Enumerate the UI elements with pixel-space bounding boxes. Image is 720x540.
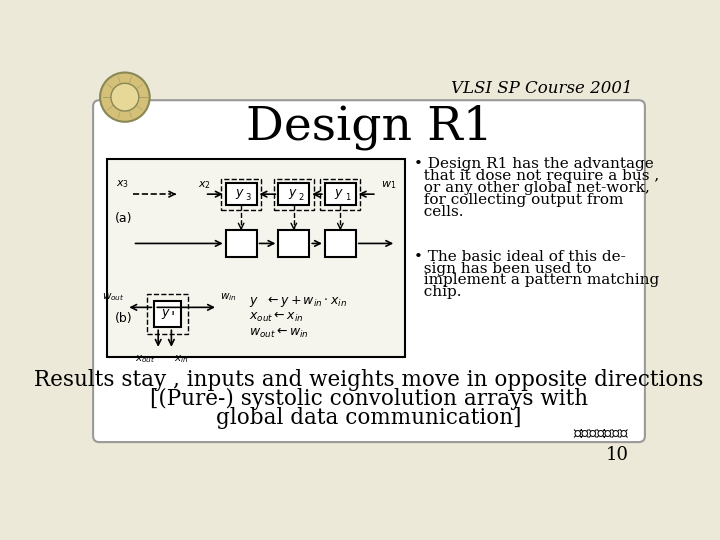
- Text: $x_{out} \leftarrow x_{in}$: $x_{out} \leftarrow x_{in}$: [249, 310, 303, 325]
- Bar: [274, 179, 314, 210]
- Bar: [221, 179, 261, 210]
- Text: global data communication]: global data communication]: [216, 408, 522, 429]
- Text: Results stay , inputs and weights move in opposite directions: Results stay , inputs and weights move i…: [35, 369, 703, 391]
- Text: sign has been used to: sign has been used to: [414, 261, 591, 275]
- Text: 10: 10: [606, 446, 629, 464]
- Circle shape: [100, 72, 150, 122]
- Text: cells.: cells.: [414, 205, 464, 219]
- Text: 3: 3: [246, 193, 251, 202]
- Text: chip.: chip.: [414, 286, 462, 299]
- Text: that it dose not require a bus ,: that it dose not require a bus ,: [414, 169, 660, 183]
- Bar: [320, 179, 361, 210]
- Text: • Design R1 has the advantage: • Design R1 has the advantage: [414, 157, 654, 171]
- Text: or any other global net-work,: or any other global net-work,: [414, 181, 650, 195]
- Text: $w_{in}$: $w_{in}$: [220, 291, 237, 303]
- Text: ': ': [170, 310, 174, 326]
- Bar: [225, 231, 256, 256]
- Text: (a): (a): [114, 212, 132, 225]
- FancyBboxPatch shape: [93, 100, 645, 442]
- Text: $x_{out}$: $x_{out}$: [135, 353, 156, 364]
- Text: 1: 1: [345, 193, 350, 202]
- Text: (b): (b): [114, 313, 132, 326]
- Text: $w_{out} \leftarrow w_{in}$: $w_{out} \leftarrow w_{in}$: [249, 326, 309, 340]
- Text: y: y: [235, 186, 243, 199]
- Text: $w_1$: $w_1$: [381, 179, 396, 191]
- Text: y: y: [288, 186, 295, 199]
- Text: implement a pattern matching: implement a pattern matching: [414, 273, 660, 287]
- Bar: [225, 184, 256, 205]
- Text: VLSI SP Course 2001: VLSI SP Course 2001: [451, 80, 632, 97]
- Bar: [148, 294, 188, 334]
- Text: $y\ \ \leftarrow y + w_{in} \cdot x_{in}$: $y\ \ \leftarrow y + w_{in} \cdot x_{in}…: [249, 294, 347, 309]
- Text: 2: 2: [298, 193, 303, 202]
- Bar: [154, 301, 181, 327]
- Bar: [279, 184, 310, 205]
- Text: • The basic ideal of this de-: • The basic ideal of this de-: [414, 249, 626, 264]
- Text: [(Pure-) systolic convolution arrays with: [(Pure-) systolic convolution arrays wit…: [150, 388, 588, 410]
- Circle shape: [111, 83, 139, 111]
- Bar: [107, 159, 405, 357]
- Text: $\bf{\it{台大電機系安宇}}$: $\bf{\it{台大電機系安宇}}$: [572, 425, 629, 440]
- Text: $x_{in}$: $x_{in}$: [174, 353, 188, 364]
- Text: $w_{out}$: $w_{out}$: [102, 291, 124, 303]
- Text: $x_2$: $x_2$: [198, 179, 211, 191]
- Bar: [325, 231, 356, 256]
- Bar: [279, 231, 310, 256]
- Text: y: y: [161, 306, 169, 319]
- Text: $x_3$: $x_3$: [116, 179, 129, 190]
- Text: for collecting output from: for collecting output from: [414, 193, 624, 207]
- Text: y: y: [334, 186, 342, 199]
- Bar: [325, 184, 356, 205]
- Text: Design R1: Design R1: [246, 105, 492, 150]
